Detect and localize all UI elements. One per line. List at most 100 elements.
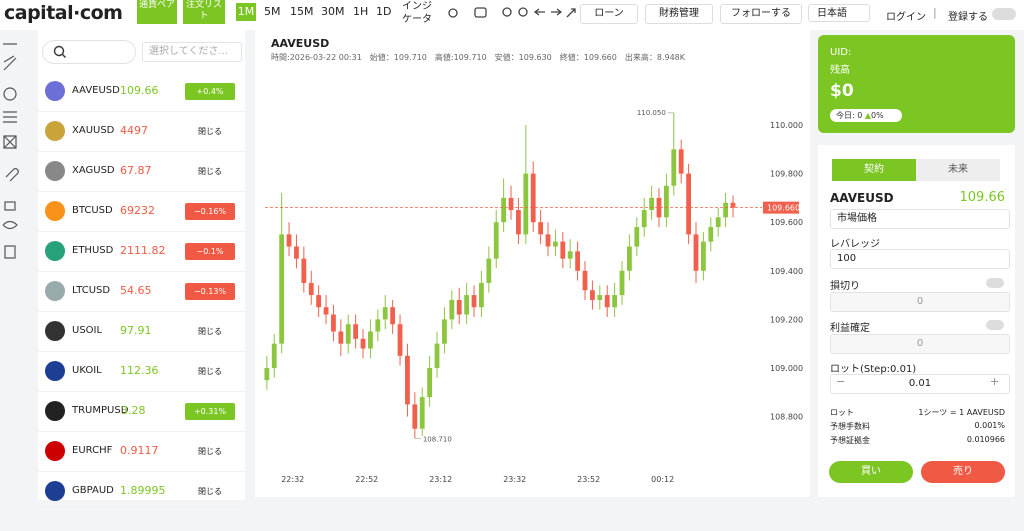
stop-loss-toggle[interactable] [986, 278, 1004, 288]
search-box[interactable] [42, 40, 136, 64]
candle-body [582, 270, 588, 291]
orders-button[interactable]: 注文リスト [183, 0, 225, 24]
symbol-name: LTCUSD [72, 285, 111, 296]
candle-body [708, 227, 714, 242]
candle-body [590, 290, 595, 300]
symbol-price: 2111.82 [120, 244, 166, 257]
symbol-name: BTCUSD [72, 205, 113, 216]
symbol-price: 67.87 [120, 164, 152, 177]
finance-button[interactable]: 財務管理 [645, 4, 713, 24]
candle-body [308, 282, 314, 296]
tab-future[interactable]: 未来 [916, 159, 1000, 181]
logo[interactable]: capital·com [4, 2, 123, 24]
uid-label: UID: [830, 47, 852, 58]
row-divider [38, 151, 245, 152]
y-tick-label: 108.800 [770, 413, 803, 422]
symbol-icon [45, 161, 65, 181]
timeframe[interactable]: 1H [353, 5, 369, 18]
candle-body [664, 185, 669, 218]
detail-label: 予想手数料 [830, 422, 870, 431]
candle-body [634, 227, 640, 247]
buy-button[interactable]: 買い [829, 461, 913, 483]
order-type: 市場価格 [837, 213, 877, 224]
timeframe[interactable]: 5M [264, 5, 281, 18]
symbol-price: 0.9117 [120, 444, 159, 457]
candle-body [264, 367, 270, 381]
last-price-label: 109.660 [767, 204, 800, 213]
leverage: 100 [837, 253, 857, 264]
timeframe[interactable]: 1D [376, 5, 392, 18]
market-closed: 閉じる [198, 127, 222, 136]
register-link[interactable]: 登録する [948, 12, 988, 23]
candle-body [449, 299, 455, 320]
category-select[interactable]: 選択してくださ... [142, 42, 242, 62]
x-tick-label: 22:52 [355, 475, 378, 484]
toolbar-icons[interactable] [445, 5, 580, 25]
max-marker-label: 110.050 [637, 109, 666, 117]
candle-body [360, 338, 366, 349]
timeframe[interactable]: 15M [290, 5, 314, 18]
candle-body [368, 331, 373, 349]
candle-body [390, 307, 396, 325]
take-profit-input[interactable]: 0 [830, 334, 1010, 354]
y-tick-label: 110.000 [770, 121, 803, 130]
row-divider [38, 231, 245, 232]
order-type-select[interactable]: 市場価格 [830, 209, 1010, 229]
leverage-select[interactable]: 100 [830, 249, 1010, 269]
candle-body [271, 343, 277, 368]
sell-button[interactable]: 売り [921, 461, 1005, 483]
last-price-box [763, 201, 799, 214]
take-profit-value: 0 [916, 338, 924, 349]
theme-toggle[interactable] [992, 8, 1016, 20]
candle-body [641, 210, 647, 228]
x-tick-label: 00:12 [651, 475, 674, 484]
language-select[interactable]: 日本語 [808, 4, 870, 22]
symbol-name: GBPAUD [72, 485, 114, 496]
candle-body [316, 295, 322, 308]
pairs-button[interactable]: 通貨ペア [137, 0, 177, 24]
stop-loss-input[interactable]: 0 [830, 292, 1010, 312]
y-tick-label: 109.200 [770, 315, 803, 324]
login-link[interactable]: ログイン [886, 12, 926, 23]
lot-minus[interactable]: − [836, 375, 846, 388]
leverage-label: レバレッジ [830, 239, 880, 250]
loan-button[interactable]: ローン [580, 4, 638, 24]
symbol-icon [45, 401, 65, 421]
lot-input[interactable]: 0.01 [830, 374, 1010, 394]
lot-plus[interactable]: + [990, 375, 1000, 388]
market-closed: 閉じる [198, 447, 222, 456]
candle-body [479, 282, 484, 308]
timeframe[interactable]: 30M [321, 5, 345, 18]
x-tick-label: 23:52 [577, 475, 600, 484]
symbol-name: TRUMPUSD [72, 405, 129, 416]
detail-value: 1シーツ = 1 AAVEUSD [918, 408, 1005, 417]
y-tick-label: 109.600 [770, 218, 803, 227]
candle-body [545, 234, 551, 247]
info-item: 高値:109.710 [434, 53, 487, 62]
order-symbol: AAVEUSD [830, 191, 894, 205]
market-closed: 閉じる [198, 167, 222, 176]
candle-body [656, 197, 662, 218]
follow-button[interactable]: フォローする [720, 4, 802, 24]
candle-body [553, 241, 558, 247]
category-select-label: 選択してくださ... [149, 46, 228, 57]
candle-body [501, 197, 507, 223]
ohlc-info: 時間:2026-03-22 00:31 始値：109.710 高値:109.710 安… [271, 52, 693, 63]
candle-body [471, 295, 477, 308]
order-price: 109.66 [959, 190, 1006, 205]
candle-body [412, 404, 418, 429]
symbol-name: ETHUSD [72, 245, 114, 256]
candle-body [419, 397, 425, 429]
symbol-icon [45, 201, 65, 221]
candle-body [715, 217, 721, 228]
symbol-name: EURCHF [72, 445, 113, 456]
drawing-tools[interactable] [0, 32, 28, 262]
candle-body [627, 246, 632, 271]
candle-body [382, 307, 388, 320]
symbol-icon [45, 121, 65, 141]
row-divider [38, 431, 245, 432]
y-tick-label: 109.800 [770, 170, 803, 179]
timeframe[interactable]: 1M [236, 3, 256, 21]
tab-contract[interactable]: 契約 [832, 159, 916, 181]
take-profit-toggle[interactable] [986, 320, 1004, 330]
